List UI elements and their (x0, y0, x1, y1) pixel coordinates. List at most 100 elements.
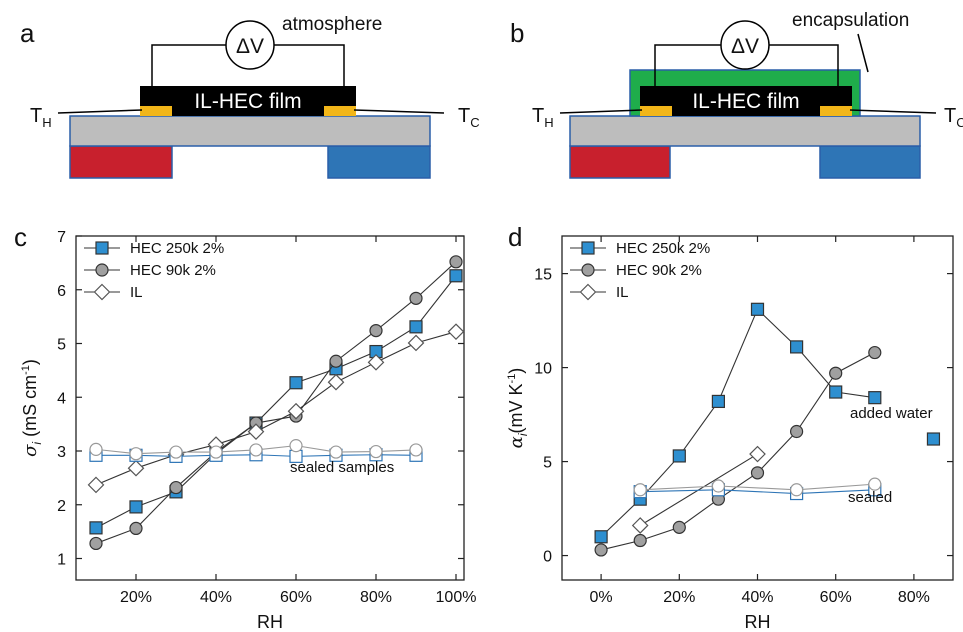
chart-c-legend-label: HEC 250k 2% (130, 240, 224, 257)
panel-a-film (140, 86, 356, 116)
chart-d-legend-marker (581, 241, 595, 255)
chart-d-series-2-point (868, 345, 882, 360)
chart-c-ytick-label: 7 (57, 229, 66, 246)
chart-d-xtick-label: 20% (663, 589, 695, 606)
chart-d-ytick-label: 10 (534, 361, 552, 378)
panel-a-hot-block (69, 145, 173, 179)
chart-c-xtick-label: 100% (436, 589, 477, 606)
chart-d-series-0-point (711, 394, 726, 409)
chart-d-series-4-line (640, 489, 875, 495)
panel-a-tc-label: TC (458, 105, 480, 130)
panel-b-substrate (569, 115, 921, 147)
chart-c-series-4-point (209, 445, 223, 459)
panel-b-wire-right (769, 44, 839, 86)
chart-d-series-2-point (633, 533, 647, 548)
panel-b-tc-line (849, 109, 937, 114)
chart-d-series-2-point (672, 520, 686, 534)
chart-c-series-1-line (95, 261, 457, 544)
panel-c-letter: c (14, 222, 27, 252)
chart-c-ytick-label: 2 (57, 498, 66, 515)
panel-b-electrode-right (820, 106, 852, 116)
chart-c-xtick-label: 80% (360, 589, 392, 606)
panel-b-hot-block (569, 145, 671, 179)
chart-d-xtick-label: 0% (590, 589, 613, 606)
chart-c-legend-label: IL (130, 284, 143, 301)
panel-b-voltmeter (720, 20, 770, 70)
panel-b-schematic: b IL-HEC film ΔV encapsulation TH TC (510, 10, 963, 179)
chart-d-xtick-label: 40% (741, 589, 773, 606)
chart-d-series-0-point (789, 340, 804, 354)
chart-d-series-5-point (633, 483, 647, 497)
chart-c-series-0-point (129, 500, 143, 514)
panel-a-cold-block (327, 145, 431, 179)
panel-b-voltmeter-label: ΔV (731, 35, 759, 58)
chart-d-series-5-point (868, 477, 882, 491)
chart-c-series-1-point (409, 291, 423, 305)
chart-c-legend-label: HEC 90k 2% (130, 262, 216, 279)
panel-a-electrode-right (324, 106, 356, 116)
chart-d-ytick-label: 5 (543, 455, 552, 472)
chart-c-ylabel: σi (mS cm-1) (20, 359, 44, 457)
chart-d-annotation: sealed (848, 489, 892, 506)
panel-b-electrode-left (640, 106, 672, 116)
chart-d-series-2-point (750, 466, 765, 480)
chart-c-series-2-point (287, 402, 305, 420)
chart-d-series-0-point (868, 391, 882, 405)
chart-d-series-5-point (789, 483, 804, 497)
chart-c-series-4-point (289, 439, 303, 453)
chart-d-xlabel: RH (745, 612, 771, 632)
chart-c-ytick-label: 6 (57, 283, 66, 300)
chart-c-series-0-point (89, 521, 103, 535)
chart-d-series-5-point (711, 479, 726, 493)
chart-d-legend-marker (581, 263, 595, 277)
chart-c-series-2-line (95, 331, 457, 486)
chart-d-series-0-point (594, 530, 608, 544)
chart-c-series-2-point (247, 423, 265, 440)
chart-d-series-3-point (749, 445, 766, 463)
chart-c-series-2-point (127, 459, 145, 477)
chart-d-ylabel: αi(mV K-1) (506, 368, 530, 449)
chart-d-series-0-point (750, 302, 765, 316)
chart-c-series-1-point (169, 480, 183, 495)
panel-b-tc-label: TC (944, 105, 963, 130)
chart-c-series-1-point (89, 536, 103, 551)
chart-d-ytick-label: 0 (543, 549, 552, 566)
chart-c-series-2-point (407, 334, 425, 352)
chart-c-xlabel: RH (257, 612, 283, 632)
panel-a-wire-right (274, 44, 345, 86)
panel-a-film-label: IL-HEC film (194, 90, 301, 113)
panel-d-letter: d (508, 222, 522, 252)
chart-d-legend-marker (579, 283, 597, 301)
chart-c-series-4-point (169, 445, 183, 459)
panel-b-wire-left (654, 44, 721, 86)
chart-d-xtick-label: 60% (820, 589, 852, 606)
chart-c-series-0-point (409, 320, 423, 334)
chart-d-annotation: added water (850, 405, 933, 422)
panel-b-letter: b (510, 18, 524, 48)
chart-d-series-3-point (631, 517, 649, 534)
chart-c-xtick-label: 60% (280, 589, 312, 606)
chart-d-xtick-label: 80% (898, 589, 930, 606)
chart-c-series-4-point (409, 443, 423, 457)
chart-c: 20% 40% 60% 80% 100% 1 2 3 4 5 6 7 RH σi (mS cm-1) HEC… (20, 229, 476, 632)
chart-d-ytick-label: 15 (534, 267, 552, 284)
panel-b-th-label: TH (532, 105, 554, 130)
chart-c-xtick-label: 20% (120, 589, 152, 606)
chart-d-legend-label: IL (616, 284, 629, 301)
chart-d-legend-label: HEC 90k 2% (616, 262, 702, 279)
chart-c-series-2-point (327, 373, 345, 391)
panel-a-letter: a (20, 18, 35, 48)
panel-a-electrode-left (140, 106, 172, 116)
chart-c-series-1-point (369, 324, 383, 338)
panel-a-substrate (69, 115, 431, 147)
chart-c-series-1-point (129, 521, 143, 536)
panel-b-encapsulation-label: encapsulation (792, 10, 909, 31)
panel-b-cold-block (819, 145, 921, 179)
chart-d-series-0-point (829, 385, 843, 399)
chart-d-series-0-point (672, 449, 686, 463)
chart-d-series-2-point (789, 424, 804, 439)
chart-c-series-0-point (449, 269, 463, 283)
chart-d: 0% 20% 40% 60% 80% 0 5 10 15 RH αi(mV K-1) HEC 250k… (506, 235, 954, 632)
chart-c-ytick-label: 3 (57, 444, 66, 461)
